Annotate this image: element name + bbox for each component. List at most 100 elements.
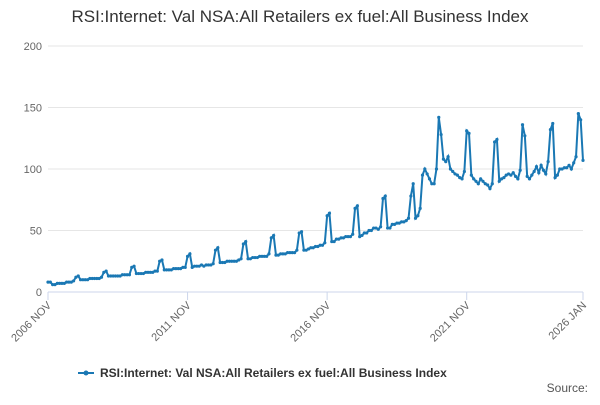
point — [60, 281, 64, 285]
point — [404, 219, 408, 223]
point — [290, 251, 294, 255]
point — [188, 252, 192, 256]
point — [518, 168, 522, 172]
point — [409, 194, 413, 198]
point — [416, 214, 420, 218]
point — [434, 167, 439, 171]
point — [244, 239, 248, 244]
point — [90, 276, 94, 281]
point — [406, 216, 411, 220]
point — [211, 262, 215, 266]
point — [320, 243, 325, 247]
point — [544, 172, 548, 176]
point — [355, 204, 359, 208]
point — [423, 167, 427, 171]
point — [362, 231, 366, 235]
point — [299, 230, 304, 234]
point — [160, 258, 164, 262]
point — [479, 177, 483, 181]
point — [534, 164, 539, 169]
point — [106, 274, 111, 278]
point — [81, 278, 85, 282]
point — [411, 182, 415, 186]
point — [76, 274, 80, 278]
point — [460, 177, 464, 181]
legend-marker — [83, 370, 89, 376]
point — [220, 260, 225, 265]
point — [413, 216, 418, 220]
point — [181, 265, 185, 269]
point — [172, 267, 176, 271]
point — [109, 274, 113, 278]
point — [493, 140, 497, 144]
point — [572, 161, 576, 165]
line — [48, 113, 584, 286]
point — [162, 268, 166, 272]
point — [576, 112, 580, 116]
point — [183, 265, 187, 269]
point — [218, 260, 222, 265]
point — [258, 254, 262, 258]
point — [192, 264, 197, 268]
point — [206, 263, 211, 267]
point — [467, 131, 471, 135]
point — [313, 244, 318, 249]
point — [51, 283, 55, 287]
point — [155, 269, 159, 273]
point — [46, 280, 50, 284]
point — [551, 121, 555, 126]
point — [137, 271, 141, 276]
point — [390, 222, 394, 226]
point — [346, 235, 350, 239]
point — [230, 259, 234, 263]
chart-title: RSI:Internet: Val NSA:All Retailers ex f… — [72, 7, 529, 26]
point — [144, 270, 148, 274]
point — [113, 274, 118, 278]
point — [490, 182, 494, 186]
point — [225, 259, 229, 263]
point — [567, 163, 571, 167]
point — [351, 232, 355, 236]
point — [99, 275, 104, 279]
point — [148, 270, 152, 274]
point — [530, 173, 534, 177]
point — [285, 251, 290, 255]
point — [432, 182, 436, 186]
point — [446, 155, 450, 159]
point — [288, 251, 292, 255]
point — [292, 251, 297, 255]
point — [267, 252, 271, 256]
point — [437, 115, 441, 119]
point — [427, 177, 432, 181]
point — [553, 176, 557, 180]
point — [71, 279, 76, 283]
point — [558, 167, 562, 171]
point — [318, 243, 322, 247]
point — [134, 271, 138, 276]
point — [525, 174, 529, 178]
y-tick-label: 50 — [30, 226, 42, 238]
point — [65, 280, 69, 284]
point — [274, 253, 278, 257]
point — [216, 246, 220, 250]
x-tick-label: 2026 JAN — [546, 300, 589, 343]
point — [125, 273, 129, 277]
point — [425, 172, 429, 176]
point — [55, 281, 59, 285]
point — [344, 235, 348, 239]
point — [332, 239, 336, 244]
point — [444, 160, 448, 164]
point — [246, 257, 250, 261]
y-tick-label: 200 — [24, 41, 42, 53]
point — [83, 278, 87, 282]
point — [360, 233, 364, 238]
point — [111, 274, 115, 278]
point — [379, 225, 383, 229]
point — [123, 273, 127, 277]
point — [279, 252, 283, 256]
point — [367, 228, 371, 233]
point — [272, 233, 276, 238]
point — [253, 255, 257, 260]
point — [430, 182, 434, 186]
point — [523, 134, 527, 138]
